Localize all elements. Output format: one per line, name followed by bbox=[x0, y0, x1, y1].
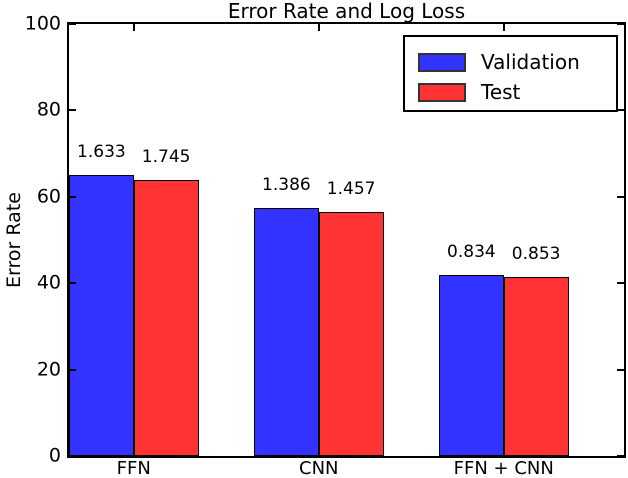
y-tick-mark-right bbox=[617, 109, 624, 112]
y-tick-mark-left bbox=[69, 23, 76, 25]
y-tick-mark-left bbox=[69, 368, 76, 371]
y-tick-label: 60 bbox=[36, 185, 61, 208]
y-tick-label: 20 bbox=[36, 358, 61, 381]
x-tick-label: FFN bbox=[116, 458, 151, 478]
x-tick-label: FFN + CNN bbox=[453, 458, 554, 478]
y-tick-label: 0 bbox=[48, 444, 61, 467]
bar-validation-ffn-cnn bbox=[439, 274, 504, 456]
bar-validation-ffn bbox=[69, 175, 134, 456]
x-tick-mark-bottom bbox=[132, 449, 135, 456]
bar-test-ffn bbox=[133, 179, 199, 456]
legend-entry-test: Test bbox=[418, 77, 616, 107]
y-tick-mark-right bbox=[617, 455, 624, 457]
y-tick-label: 100 bbox=[24, 12, 61, 35]
bar-validation-cnn bbox=[254, 207, 319, 456]
legend-swatch-validation bbox=[418, 52, 466, 72]
y-tick-label: 80 bbox=[36, 98, 61, 121]
legend: Validation Test bbox=[403, 35, 618, 112]
x-tick-mark-bottom bbox=[502, 449, 505, 456]
legend-label-test: Test bbox=[481, 80, 521, 104]
legend-entry-validation: Validation bbox=[418, 47, 616, 77]
value-label-test-ffn-cnn: 0.853 bbox=[511, 243, 561, 264]
legend-label-validation: Validation bbox=[481, 50, 580, 74]
x-tick-mark-top bbox=[132, 24, 135, 31]
y-tick-mark-right bbox=[617, 195, 624, 198]
y-tick-mark-right bbox=[617, 368, 624, 371]
bar-test-ffn-cnn bbox=[503, 276, 569, 456]
y-tick-mark-left bbox=[69, 109, 76, 112]
x-tick-mark-bottom bbox=[317, 449, 320, 456]
x-tick-label: CNN bbox=[299, 458, 339, 478]
bar-test-cnn bbox=[318, 211, 384, 456]
chart-title: Error Rate and Log Loss bbox=[227, 0, 466, 23]
value-label-validation-cnn: 1.386 bbox=[262, 174, 311, 195]
value-label-test-ffn: 1.745 bbox=[141, 146, 191, 167]
legend-swatch-test bbox=[418, 82, 466, 102]
y-tick-mark-left bbox=[69, 195, 76, 198]
x-tick-mark-top bbox=[317, 24, 320, 31]
value-label-test-cnn: 1.457 bbox=[326, 178, 376, 199]
value-label-validation-ffn-cnn: 0.834 bbox=[447, 241, 496, 262]
value-label-validation-ffn: 1.633 bbox=[77, 142, 126, 163]
y-tick-mark-right bbox=[617, 23, 624, 25]
y-tick-mark-right bbox=[617, 282, 624, 285]
y-tick-mark-left bbox=[69, 282, 76, 285]
y-tick-mark-left bbox=[69, 455, 76, 457]
x-tick-mark-top bbox=[502, 24, 505, 31]
y-tick-label: 40 bbox=[36, 271, 61, 294]
